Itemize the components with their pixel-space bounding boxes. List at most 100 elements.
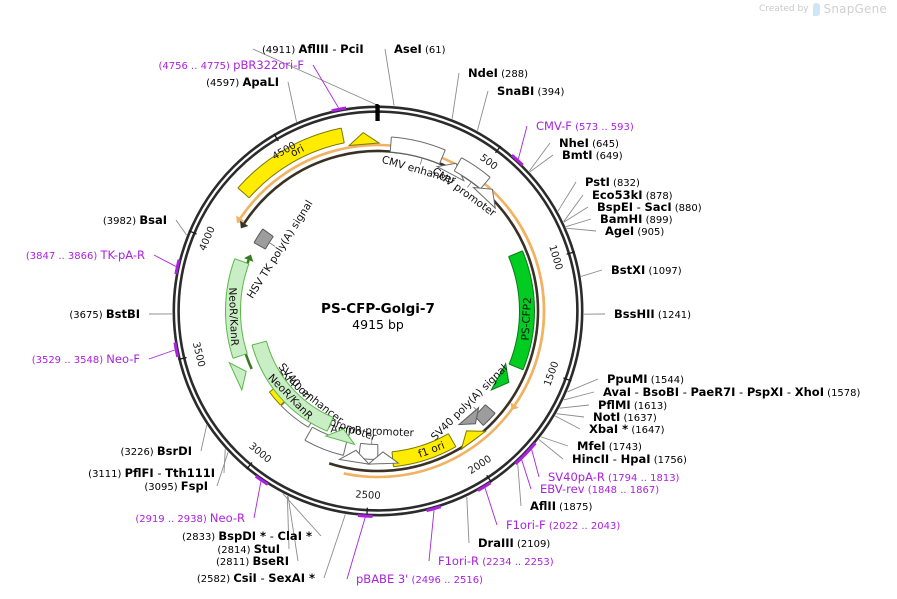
enzyme-site-label-mfei[interactable]: MfeI (1743) <box>577 439 642 453</box>
enzyme-site-label-fspi[interactable]: (3095) FspI <box>144 479 208 493</box>
feature-arrow[interactable] <box>490 250 535 396</box>
feature-label: ori <box>289 143 307 160</box>
leader-line <box>476 90 489 131</box>
leader-line-layer <box>148 48 606 580</box>
ruler-tick-label: 1000 <box>546 244 564 272</box>
leader-line <box>557 181 577 212</box>
enzyme-site-label-psti[interactable]: PstI (832) <box>585 175 640 189</box>
enzyme-site-label-pflfi-tth111i[interactable]: (3111) PflFI - Tth111I <box>88 466 215 480</box>
enzyme-site-label-bstxi[interactable]: BstXI (1097) <box>611 263 682 277</box>
enzyme-site-label-asei[interactable]: AseI (61) <box>394 42 446 56</box>
enzyme-name: - <box>679 385 690 399</box>
leader-line <box>216 452 229 487</box>
enzyme-name: BsoBI <box>643 385 680 399</box>
enzyme-site-label-bsshii[interactable]: BssHII (1241) <box>614 307 691 321</box>
enzyme-site-label-bspei-saci[interactable]: BspEI - SacI (880) <box>597 200 702 214</box>
leader-line <box>540 436 569 447</box>
primer-label-neo-r[interactable]: (2919 .. 2938) Neo-R <box>135 511 245 525</box>
enzyme-site-label-ppumi[interactable]: PpuMI (1544) <box>607 372 684 386</box>
site-position: (4911) <box>262 45 298 56</box>
enzyme-site-label-csii-sexai[interactable]: (2582) CsiI - SexAI * <box>197 571 315 585</box>
enzyme-site-label-agei[interactable]: AgeI (905) <box>605 224 664 238</box>
feature-arrow[interactable] <box>358 442 400 465</box>
enzyme-name: AflII <box>530 499 556 513</box>
site-position: (1875) <box>556 502 593 513</box>
enzyme-site-label-bmti[interactable]: BmtI (649) <box>562 148 623 162</box>
ruler-tick <box>188 230 197 235</box>
primer-leader-line <box>253 481 262 519</box>
enzyme-site-label-bsrdi[interactable]: (3226) BsrDI <box>120 444 192 458</box>
primer-label-cmv-f[interactable]: CMV-F (573 .. 593) <box>536 119 634 133</box>
primer-label-pbabe-3[interactable]: pBABE 3' (2496 .. 2516) <box>356 572 483 586</box>
primer-label-ebv-rev[interactable]: EBV-rev (1848 .. 1867) <box>540 482 659 496</box>
site-position: (1578) <box>824 388 861 399</box>
feature-arrow[interactable] <box>251 340 358 446</box>
site-position: (61) <box>422 45 446 56</box>
feature-arrow[interactable] <box>225 258 252 392</box>
leader-line <box>282 493 322 537</box>
feature-arrow[interactable] <box>253 228 274 250</box>
enzyme-site-label-eco53ki[interactable]: Eco53kI (878) <box>592 188 673 202</box>
primer-label-neo-f[interactable]: (3529 .. 3548) Neo-F <box>32 352 140 366</box>
enzyme-site-label-xbai[interactable]: XbaI * (1647) <box>589 422 665 436</box>
primer-range: (1794 .. 1813) <box>605 473 680 484</box>
enzyme-site-label-bseri[interactable]: (2811) BseRI <box>216 554 289 568</box>
primer-leader-line <box>531 449 540 478</box>
leader-line <box>200 425 208 452</box>
leader-line <box>323 514 346 579</box>
feature-arrow[interactable] <box>391 422 487 468</box>
enzyme-site-label-apali[interactable]: (4597) ApaLI <box>206 75 279 89</box>
enzyme-name: XhoI <box>795 385 824 399</box>
enzyme-site-label-nhei[interactable]: NheI (645) <box>559 136 619 150</box>
feature-arrow[interactable] <box>457 404 496 433</box>
leader-line <box>528 142 551 172</box>
primer-label-tk-pa-r[interactable]: (3847 .. 3866) TK-pA-R <box>26 248 145 262</box>
feature-arrow[interactable] <box>237 127 381 199</box>
enzyme-site-label-bspdi-clai[interactable]: (2833) BspDI * - ClaI * <box>182 529 312 543</box>
enzyme-site-label-afliii-pcii[interactable]: (4911) AflIII - PciI <box>262 42 364 56</box>
enzyme-site-label-ndei[interactable]: NdeI (288) <box>468 66 528 80</box>
enzyme-site-label-draiii[interactable]: DraIII (2109) <box>478 536 550 550</box>
primer-name: Neo-R <box>210 511 245 525</box>
feature-label: PS-CFP2 <box>520 297 534 341</box>
site-position: (1647) <box>628 425 665 436</box>
enzyme-site-label-aflii[interactable]: AflII (1875) <box>530 499 593 513</box>
enzyme-name: AflIII <box>298 42 328 56</box>
site-position: (1241) <box>655 310 692 321</box>
watermark-prefix: Created by <box>759 4 809 14</box>
feature-arrowhead <box>228 361 247 392</box>
primer-label-pbr322ori-f[interactable]: (4756 .. 4775) pBR322ori-F <box>159 58 304 72</box>
primer-label-f1ori-f[interactable]: F1ori-F (2022 .. 2043) <box>506 518 620 532</box>
enzyme-site-label-bamhi[interactable]: BamHI (899) <box>600 212 673 226</box>
feature-arrow[interactable] <box>304 426 371 465</box>
enzyme-name: Tth111I <box>165 466 215 480</box>
enzyme-name: SexAI * <box>268 571 315 585</box>
primer-label-f1ori-r[interactable]: F1ori-R (2234 .. 2253) <box>438 554 554 568</box>
enzyme-site-label-snabi[interactable]: SnaBI (394) <box>497 84 564 98</box>
ruler-tick <box>563 377 572 382</box>
ruler-tick-label: 3500 <box>190 341 207 368</box>
enzyme-site-label-noti[interactable]: NotI (1637) <box>593 410 657 424</box>
enzyme-name: - <box>631 385 642 399</box>
enzyme-name: AvaI <box>603 385 631 399</box>
enzyme-site-label-pflmi[interactable]: PflMI (1613) <box>598 398 667 412</box>
leader-line <box>252 48 378 106</box>
enzyme-name: NheI <box>559 136 589 150</box>
enzyme-name: - <box>783 385 794 399</box>
enzyme-site-label-bsai[interactable]: (3982) BsaI <box>103 213 167 227</box>
feature-arrowhead <box>366 451 400 465</box>
leader-line <box>555 415 581 430</box>
site-position: (905) <box>634 227 664 238</box>
enzyme-site-label-hincii-hpai[interactable]: HincII - HpaI (1756) <box>572 452 687 466</box>
enzyme-site-label-avai-group[interactable]: AvaI - BsoBI - PaeR7I - PspXI - XhoI (15… <box>603 385 861 399</box>
feature-arrow[interactable] <box>453 157 503 210</box>
primer-mark <box>173 342 180 358</box>
primer-label-sv40pa-r[interactable]: SV40pA-R (1794 .. 1813) <box>548 470 680 484</box>
site-label-layer[interactable]: (4911) AflIII - PciI AseI (61) NdeI (288) S… <box>26 42 861 586</box>
enzyme-site-label-bstbi[interactable]: (3675) BstBI <box>69 307 140 321</box>
primer-name: pBR322ori-F <box>233 58 304 72</box>
feature-arrowhead <box>472 186 496 210</box>
enzyme-site-label-stui[interactable]: (2814) StuI <box>217 542 280 556</box>
